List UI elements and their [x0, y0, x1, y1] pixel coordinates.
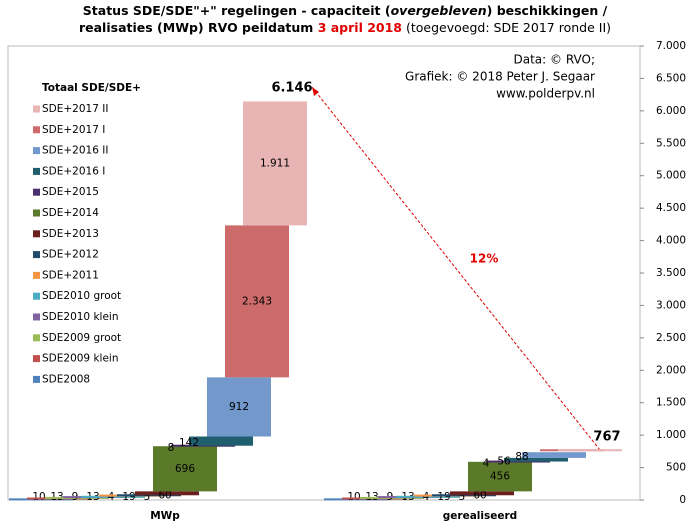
credit: Data: © RVO; — [514, 53, 596, 67]
y-tick-label: 1.500 — [656, 397, 686, 409]
legend-label: SDE2009 klein — [42, 353, 118, 365]
legend-label: SDE+2015 — [42, 186, 99, 198]
legend-swatch — [33, 230, 40, 238]
y-tick-label: 3.500 — [656, 267, 686, 279]
legend-label: SDE2008 — [42, 373, 90, 385]
legend-swatch — [33, 167, 40, 175]
legend-label: SDE+2013 — [42, 228, 99, 240]
bar-segment — [432, 494, 496, 497]
bar-segment — [81, 495, 145, 498]
x-tick-label: MWp — [150, 510, 180, 522]
bar-segment — [207, 377, 271, 437]
data-label: 912 — [229, 401, 249, 413]
bar-segment — [522, 452, 586, 458]
bar-segment — [504, 457, 568, 462]
bar-segment — [153, 446, 217, 492]
data-label: 142 — [179, 437, 199, 449]
y-tick-label: 5.500 — [656, 137, 686, 149]
legend-swatch — [33, 334, 40, 342]
data-label: 10 — [347, 491, 360, 503]
legend-swatch — [33, 313, 40, 321]
data-label: 696 — [175, 463, 195, 475]
data-label: 19 — [122, 491, 135, 503]
data-label: 4 — [423, 491, 430, 503]
bar-segment — [468, 461, 532, 492]
y-tick-label: 4.000 — [656, 235, 686, 247]
legend-swatch — [33, 188, 40, 196]
data-label: 88 — [515, 451, 528, 463]
credit: www.polderpv.nl — [496, 87, 595, 101]
legend-label: SDE+2017 II — [42, 103, 108, 115]
total-label: 767 — [593, 430, 620, 445]
legend-swatch — [33, 251, 40, 259]
legend-swatch — [33, 292, 40, 300]
arrow-head — [312, 87, 319, 96]
y-tick-label: 2.500 — [656, 332, 686, 344]
legend-label: SDE2010 klein — [42, 311, 118, 323]
legend-label: SDE+2016 II — [42, 145, 108, 157]
bar-segment — [225, 225, 289, 378]
y-tick-label: 5.000 — [656, 170, 686, 182]
y-tick-label: 1.000 — [656, 429, 686, 441]
y-tick-label: 4.500 — [656, 202, 686, 214]
data-label: 60 — [473, 489, 486, 501]
legend-swatch — [33, 147, 40, 155]
bar-segment — [135, 491, 199, 496]
chart-title: Status SDE/SDE"+" regelingen - capacitei… — [83, 3, 608, 18]
legend-label: SDE2010 groot — [42, 290, 121, 302]
y-tick-label: 6.500 — [656, 72, 686, 84]
legend-swatch — [33, 355, 40, 363]
data-label: 2.343 — [242, 295, 272, 307]
y-tick-label: 500 — [666, 462, 686, 474]
legend-swatch — [33, 375, 40, 383]
y-tick-label: 2.000 — [656, 364, 686, 376]
data-label: 56 — [497, 456, 511, 468]
y-tick-label: 3.000 — [656, 299, 686, 311]
arrow — [311, 86, 601, 451]
legend-swatch — [33, 209, 40, 217]
legend-swatch — [33, 271, 40, 279]
data-label: 60 — [158, 489, 171, 501]
legend-label: SDE+2014 — [42, 207, 99, 219]
data-label: 5 — [459, 491, 466, 503]
data-label: 1.911 — [260, 157, 290, 169]
data-label: 4 — [108, 491, 115, 503]
chart-title: realisaties (MWp) RVO peildatum 3 april … — [79, 20, 611, 35]
data-label: 8 — [168, 442, 175, 454]
data-label: 456 — [490, 471, 510, 483]
data-label: 19 — [437, 491, 450, 503]
x-tick-label: gerealiseerd — [443, 510, 517, 522]
legend-label: SDE+2016 I — [42, 165, 105, 177]
legend-swatch — [33, 105, 40, 113]
bar-segment — [450, 491, 514, 496]
annotation: 12% — [470, 252, 499, 266]
total-label: 6.146 — [271, 81, 312, 96]
legend-title: Totaal SDE/SDE+ — [42, 82, 141, 94]
bar-segment — [243, 101, 307, 226]
y-tick-label: 0 — [679, 494, 686, 506]
y-tick-label: 7.000 — [656, 40, 686, 52]
bar-segment — [189, 436, 253, 446]
legend-label: SDE+2011 — [42, 269, 99, 281]
bar-segment — [558, 449, 622, 452]
data-label: 5 — [144, 491, 151, 503]
data-label: 4 — [483, 458, 490, 470]
bar-segment — [117, 494, 181, 497]
legend-swatch — [33, 126, 40, 134]
legend-label: SDE+2012 — [42, 249, 99, 261]
y-tick-label: 6.000 — [656, 105, 686, 117]
bar-segment — [396, 495, 460, 498]
legend-label: SDE2009 groot — [42, 332, 121, 344]
credit: Grafiek: © 2018 Peter J. Segaar — [405, 70, 595, 84]
legend-label: SDE+2017 I — [42, 124, 105, 136]
data-label: 10 — [32, 491, 45, 503]
